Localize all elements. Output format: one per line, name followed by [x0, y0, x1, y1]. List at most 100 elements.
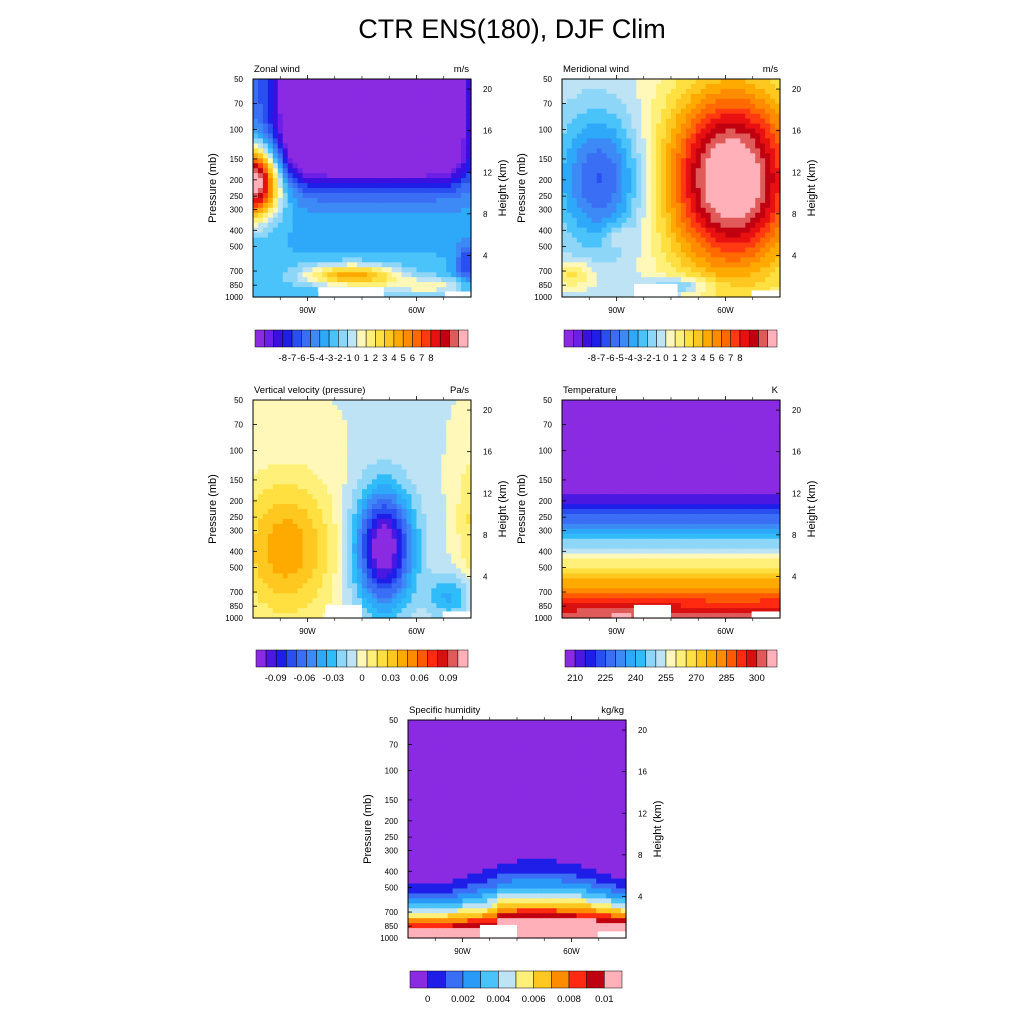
heatmap-cell — [297, 479, 304, 485]
heatmap-cell — [292, 419, 299, 426]
heatmap-cell — [253, 464, 259, 470]
heatmap-cell — [282, 247, 289, 253]
heatmap-cell — [297, 277, 304, 283]
heatmap-cell — [262, 419, 269, 426]
heatmap-cell — [391, 217, 398, 224]
heatmap-cell — [411, 88, 418, 95]
heatmap-cell — [631, 173, 637, 179]
heatmap-cell — [396, 292, 403, 298]
heatmap-cell — [411, 163, 418, 169]
heatmap-cell — [631, 192, 637, 199]
heatmap-cell — [322, 409, 328, 416]
heatmap-cell — [317, 222, 323, 229]
heatmap-cell — [690, 118, 697, 125]
heatmap-cell — [267, 247, 274, 253]
heatmap-cell — [342, 538, 348, 545]
heatmap-cell — [287, 93, 294, 100]
heatmap-cell — [257, 414, 264, 421]
heatmap-cell — [327, 113, 333, 120]
heatmap-cell — [347, 583, 353, 589]
heatmap-cell — [416, 267, 423, 273]
heatmap-cell — [666, 163, 672, 169]
heatmap-cell — [571, 212, 578, 219]
heatmap-cell — [267, 257, 274, 263]
heatmap-cell — [586, 232, 593, 239]
heatmap-cell — [591, 148, 598, 154]
heatmap-cell — [253, 287, 259, 293]
heatmap-cell — [456, 282, 462, 288]
heatmap-cell — [680, 247, 687, 253]
heatmap-cell — [317, 247, 323, 253]
heatmap-cell — [666, 83, 672, 90]
heatmap-cell — [262, 98, 269, 105]
heatmap-cell — [730, 173, 736, 179]
heatmap-cell — [312, 79, 318, 85]
heatmap-cell — [700, 158, 707, 164]
heatmap-cell — [327, 88, 333, 95]
heatmap-cell — [596, 93, 603, 100]
heatmap-cell — [566, 242, 573, 249]
heatmap-cell — [416, 113, 423, 120]
heatmap-cell — [601, 188, 608, 194]
heatmap-cell — [446, 103, 452, 110]
heatmap-cell — [401, 262, 408, 268]
heatmap-cell — [730, 123, 736, 130]
heatmap-cell — [366, 277, 373, 283]
heatmap-cell — [327, 538, 333, 545]
heatmap-cell — [770, 158, 776, 164]
heatmap-cell — [765, 222, 771, 229]
heatmap-cell — [312, 504, 318, 510]
heatmap-cell — [760, 222, 766, 229]
heatmap-cell — [337, 429, 343, 436]
heatmap-cell — [386, 93, 393, 100]
heatmap-cell — [611, 237, 618, 244]
heatmap-cell — [366, 237, 373, 244]
heatmap-cell — [601, 207, 608, 214]
heatmap-cell — [705, 143, 712, 149]
colorbar-box — [647, 329, 657, 348]
heatmap-cell — [396, 79, 403, 85]
heatmap-cell — [297, 217, 304, 224]
heatmap-cell — [725, 232, 732, 239]
heatmap-cell — [616, 113, 623, 120]
heatmap-cell — [327, 242, 333, 249]
heatmap-cell — [302, 528, 309, 535]
heatmap-cell — [666, 98, 672, 105]
heatmap-cell — [566, 133, 573, 140]
heatmap-cell — [426, 262, 432, 268]
heatmap-cell — [770, 267, 776, 273]
heatmap-cell — [371, 237, 378, 244]
heatmap-cell — [466, 262, 472, 268]
heatmap-cell — [606, 292, 613, 298]
heatmap-cell — [401, 202, 408, 209]
heatmap-cell — [680, 133, 687, 140]
heatmap-cell — [411, 128, 418, 135]
heatmap-cell — [386, 267, 393, 273]
heatmap-cell — [715, 237, 722, 244]
heatmap-cell — [302, 257, 309, 263]
heatmap-cell — [253, 237, 259, 244]
heatmap-cell — [685, 277, 692, 283]
heatmap-cell — [332, 188, 338, 194]
heatmap-cell — [257, 118, 264, 125]
heatmap-cell — [366, 128, 373, 135]
heatmap-cell — [257, 83, 264, 90]
heatmap-cell — [272, 118, 279, 125]
heatmap-cell — [317, 217, 323, 224]
heatmap-cell — [396, 287, 403, 293]
heatmap-cell — [287, 277, 294, 283]
heatmap-cell — [666, 277, 672, 283]
heatmap-cell — [426, 242, 432, 249]
heatmap-cell — [322, 454, 328, 461]
heatmap-cell — [606, 237, 613, 244]
heatmap-cell — [606, 88, 613, 95]
heatmap-cell — [431, 242, 437, 249]
heatmap-cell — [755, 227, 761, 234]
heatmap-cell — [287, 252, 294, 258]
heatmap-cell — [342, 444, 348, 451]
heatmap-cell — [651, 118, 657, 125]
heatmap-cell — [376, 88, 383, 95]
heatmap-cell — [267, 93, 274, 100]
heatmap-cell — [352, 543, 358, 550]
heatmap-cell — [312, 449, 318, 456]
